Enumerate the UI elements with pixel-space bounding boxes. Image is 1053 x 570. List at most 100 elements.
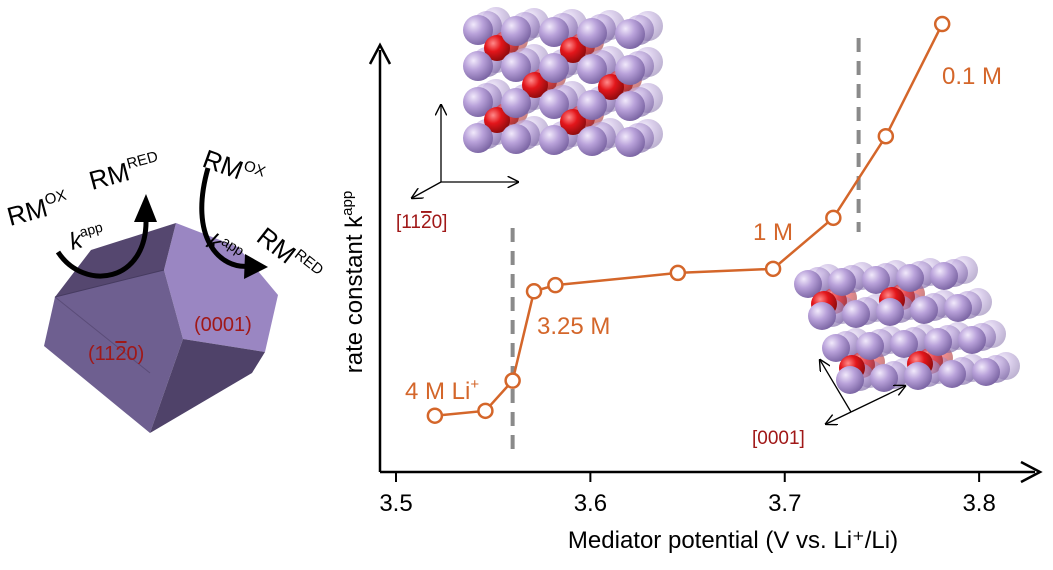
axis-arrow-up	[820, 360, 852, 413]
annotation-4m: 4 M Li+	[405, 376, 479, 405]
lithium-atom	[808, 302, 836, 330]
data-point	[525, 283, 543, 300]
dashed-markers	[510, 38, 861, 452]
axis-arrow-right	[850, 386, 905, 413]
lithium-atom	[924, 328, 952, 356]
lithium-atom	[463, 87, 493, 117]
oxygen-atom	[484, 35, 510, 61]
lithium-atom	[615, 127, 645, 157]
lithium-atom	[615, 19, 645, 49]
data-point	[504, 372, 521, 389]
lithium-atom	[944, 294, 972, 322]
curved-arrow-side-head	[134, 194, 157, 222]
lithium-atom	[836, 366, 864, 394]
data-point	[547, 276, 564, 294]
lithium-atom	[904, 362, 932, 390]
lithium-atom	[794, 270, 822, 298]
oxygen-atom	[522, 72, 548, 98]
lithium-atom	[463, 15, 493, 45]
data-point	[426, 407, 444, 424]
crystal-top-axes: [1120]	[396, 105, 518, 233]
crystal-structure-top	[463, 7, 663, 157]
curved-arrow-top-head	[244, 254, 268, 279]
data-point	[825, 209, 842, 227]
x-axis-arrowhead	[1020, 460, 1043, 484]
lithium-atom	[463, 51, 493, 81]
lithium-atom	[501, 124, 531, 154]
lithium-atom	[842, 300, 870, 328]
lithium-atom	[539, 89, 569, 119]
lithium-atom	[615, 55, 645, 85]
rm-red-label-side: RMRED	[86, 148, 164, 196]
data-point	[764, 260, 782, 278]
lithium-atom	[539, 17, 569, 47]
lithium-atom	[828, 268, 856, 296]
prism-top-facet	[164, 223, 278, 352]
data-point	[877, 127, 895, 145]
x-ticks: 3.5 3.6 3.7 3.8	[379, 472, 996, 517]
oxygen-atom	[560, 37, 586, 63]
y-axis-title: rate constant kapp	[339, 191, 368, 373]
lithium-atom	[938, 360, 966, 388]
chart: 3.5 3.6 3.7 3.8 Mediator potential (V vs. L…	[339, 15, 1043, 554]
data-point	[669, 264, 687, 282]
lithium-atom	[577, 126, 607, 156]
prism-front-face	[44, 270, 183, 433]
curved-arrow-side	[55, 217, 149, 279]
lithium-atom	[615, 91, 645, 121]
oxygen-atom	[598, 74, 624, 100]
x-tick-label: 3.8	[962, 490, 995, 517]
prism-schematic: (1120) (0001) RMOX RMRED kapp RMOX kapp …	[4, 143, 327, 433]
annotation-1m: 1 M	[753, 219, 793, 246]
x-tick-label: 3.6	[574, 490, 607, 517]
series-line	[434, 23, 944, 417]
x-axis-title: Mediator potential (V vs. Li⁺/Li)	[568, 527, 898, 554]
lithium-atom	[890, 330, 918, 358]
lithium-atom	[501, 16, 531, 46]
facet-label-side: (1120)	[88, 343, 144, 365]
lithium-atom	[870, 364, 898, 392]
lithium-atom	[577, 18, 607, 48]
oxygen-atom	[484, 107, 510, 133]
lithium-atom	[501, 88, 531, 118]
crystal-bottom-axes: [0001]	[752, 360, 905, 449]
rm-ox-label-top: RMOX	[199, 143, 268, 192]
x-tick-label: 3.5	[379, 490, 412, 517]
prism-edge	[54, 296, 151, 374]
rm-ox-label-side: RMOX	[4, 187, 72, 232]
lithium-atom	[862, 266, 890, 294]
oxygen-atom	[560, 109, 586, 135]
k-app-label-side: kapp	[66, 219, 108, 256]
lithium-atom	[463, 123, 493, 153]
axis-label-top: [1120]	[396, 212, 447, 233]
data-point	[477, 402, 494, 420]
x-tick-label: 3.7	[768, 490, 801, 517]
axis-label-bottom: [0001]	[752, 428, 805, 449]
axis-arrow-down	[826, 411, 852, 424]
prism-lower-face	[150, 339, 265, 433]
lithium-atom	[856, 332, 884, 360]
lithium-atom	[876, 298, 904, 326]
lithium-atom	[577, 54, 607, 84]
lithium-atom	[539, 53, 569, 83]
axis-arrow-diagonal	[412, 181, 442, 198]
lithium-atom	[501, 52, 531, 82]
crystal-structure-bottom	[794, 256, 1020, 394]
lithium-atom	[972, 358, 1000, 386]
lithium-atom	[577, 90, 607, 120]
y-axis-arrowhead	[368, 42, 392, 65]
annotation-0-1m: 0.1 M	[942, 63, 1002, 90]
series-points	[426, 15, 951, 424]
lithium-atom	[822, 334, 850, 362]
data-point	[933, 15, 951, 33]
lithium-atom	[910, 296, 938, 324]
lithium-atom	[930, 262, 958, 290]
prism-edge	[54, 269, 165, 298]
lithium-atom	[958, 326, 986, 354]
annotation-3-25m: 3.25 M	[537, 313, 610, 340]
lithium-atom	[539, 125, 569, 155]
facet-label-top: (0001)	[194, 314, 252, 336]
curved-arrow-top	[199, 167, 251, 269]
lithium-atom	[896, 264, 924, 292]
